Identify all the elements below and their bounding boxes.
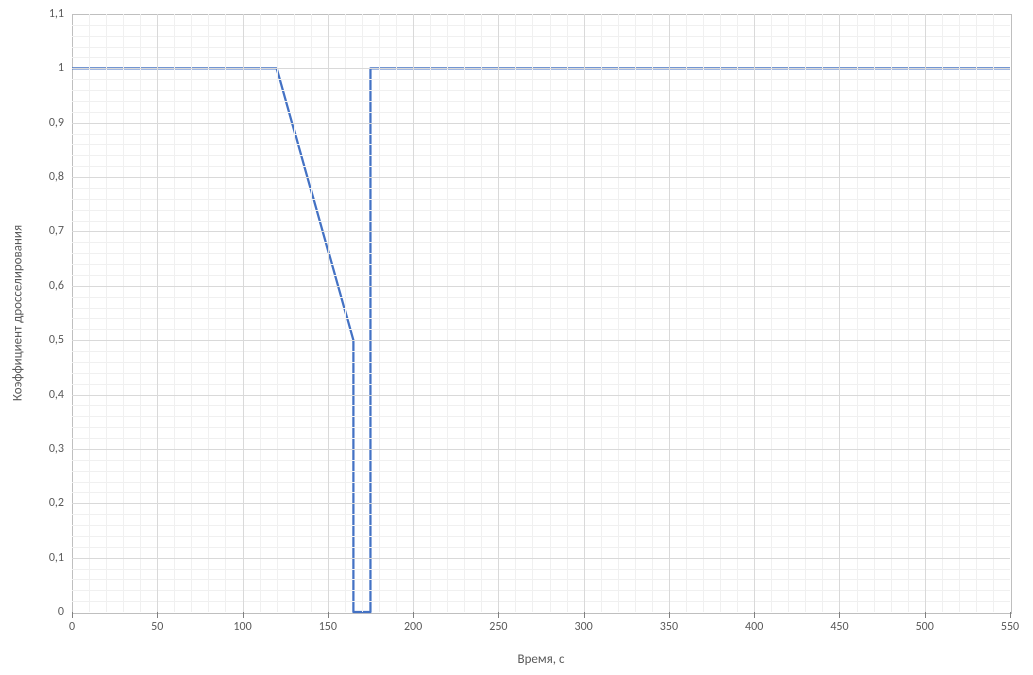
x-tick-label: 200 — [404, 620, 422, 634]
throttle-chart: Время, с Коэффициент дросселирования 0 50… — [0, 0, 1033, 675]
x-tick-label: 0 — [69, 620, 75, 634]
y-tick-label: 0,2 — [49, 496, 64, 510]
y-tick-label: 0,9 — [49, 116, 64, 130]
y-tick-label: 0 — [58, 605, 64, 619]
x-tick-label: 250 — [489, 620, 507, 634]
x-tick-label: 550 — [1001, 620, 1019, 634]
y-tick-label: 0,1 — [49, 551, 64, 565]
y-tick-label: 0,5 — [49, 333, 64, 347]
y-tick-label: 0,8 — [49, 170, 64, 184]
x-tick-label: 100 — [233, 620, 251, 634]
x-tick-label: 150 — [319, 620, 337, 634]
y-tick-label: 0,4 — [49, 388, 64, 402]
x-tick-label: 50 — [151, 620, 163, 634]
x-tick-label: 400 — [745, 620, 763, 634]
x-tick-label: 300 — [575, 620, 593, 634]
y-axis-label: Коэффициент дросселирования — [11, 225, 26, 401]
y-tick-label: 0,3 — [49, 442, 64, 456]
y-tick-label: 0,6 — [49, 279, 64, 293]
y-tick-label: 1,1 — [49, 7, 64, 21]
x-tick-label: 500 — [916, 620, 934, 634]
x-tick-label: 450 — [830, 620, 848, 634]
y-tick-label: 1 — [58, 61, 64, 75]
y-tick-label: 0,7 — [49, 224, 64, 238]
x-tick-label: 350 — [660, 620, 678, 634]
x-axis-label: Время, с — [518, 652, 565, 667]
